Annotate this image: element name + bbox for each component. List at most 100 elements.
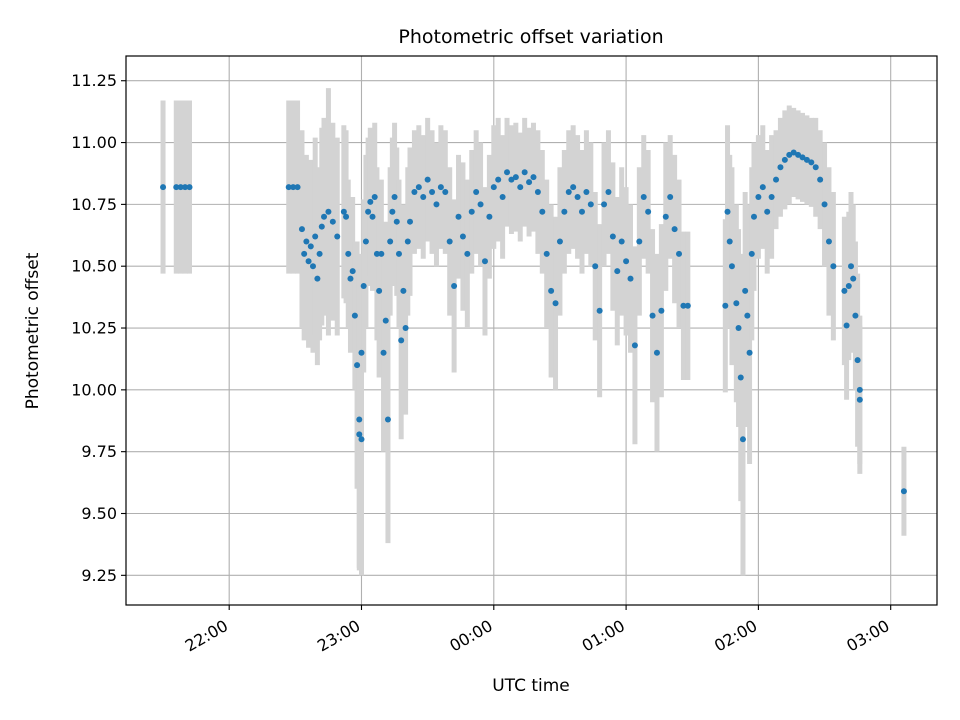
x-axis-label: UTC time — [492, 676, 570, 696]
data-point — [830, 263, 836, 269]
data-point — [365, 209, 371, 215]
data-point — [636, 238, 642, 244]
data-point — [813, 164, 819, 170]
data-point — [387, 238, 393, 244]
data-point — [553, 300, 559, 306]
data-point — [400, 288, 406, 294]
data-point — [464, 251, 470, 257]
figure-background — [0, 0, 960, 720]
data-point — [398, 337, 404, 343]
data-point — [517, 184, 523, 190]
data-point — [901, 488, 907, 494]
data-point — [548, 288, 554, 294]
data-point — [570, 184, 576, 190]
data-point — [751, 214, 757, 220]
data-point — [667, 194, 673, 200]
data-point — [561, 209, 567, 215]
data-point — [392, 194, 398, 200]
y-tick-label: 10.25 — [71, 319, 117, 338]
data-point — [610, 234, 616, 240]
data-point — [491, 184, 497, 190]
data-point — [500, 194, 506, 200]
y-tick-label: 10.75 — [71, 195, 117, 214]
data-point — [442, 189, 448, 195]
data-point — [597, 308, 603, 314]
data-point — [530, 174, 536, 180]
data-point — [614, 268, 620, 274]
data-point — [672, 226, 678, 232]
data-point — [817, 177, 823, 183]
data-point — [358, 350, 364, 356]
data-point — [317, 251, 323, 257]
data-point — [844, 323, 850, 329]
y-tick-label: 9.50 — [81, 504, 117, 523]
data-point — [312, 234, 318, 240]
data-point — [513, 174, 519, 180]
data-point — [306, 258, 312, 264]
data-point — [308, 243, 314, 249]
y-tick-label: 11.25 — [71, 71, 117, 90]
data-point — [385, 417, 391, 423]
data-point — [632, 342, 638, 348]
data-point — [429, 189, 435, 195]
data-point — [314, 276, 320, 282]
data-point — [416, 184, 422, 190]
data-point — [566, 189, 572, 195]
data-point — [685, 303, 691, 309]
data-point — [447, 238, 453, 244]
data-point — [846, 283, 852, 289]
data-point — [478, 201, 484, 207]
data-point — [420, 194, 426, 200]
data-point — [425, 177, 431, 183]
data-point — [486, 214, 492, 220]
data-point — [645, 209, 651, 215]
data-point — [658, 308, 664, 314]
data-point — [544, 251, 550, 257]
data-point — [583, 189, 589, 195]
data-point — [381, 350, 387, 356]
data-point — [482, 258, 488, 264]
data-point — [451, 283, 457, 289]
data-point — [405, 238, 411, 244]
data-point — [299, 226, 305, 232]
data-point — [319, 224, 325, 230]
data-point — [744, 313, 750, 319]
data-point — [736, 325, 742, 331]
y-tick-label: 9.75 — [81, 442, 117, 461]
data-point — [733, 300, 739, 306]
data-point — [407, 219, 413, 225]
data-point — [389, 209, 395, 215]
data-point — [325, 209, 331, 215]
y-tick-label: 9.25 — [81, 566, 117, 585]
data-point — [628, 276, 634, 282]
data-point — [469, 209, 475, 215]
data-point — [760, 184, 766, 190]
data-point — [747, 350, 753, 356]
data-point — [850, 276, 856, 282]
data-point — [742, 288, 748, 294]
data-point — [722, 303, 728, 309]
data-point — [592, 263, 598, 269]
data-point — [363, 238, 369, 244]
data-point — [495, 177, 501, 183]
data-point — [187, 184, 193, 190]
data-point — [855, 357, 861, 363]
data-point — [473, 189, 479, 195]
data-point — [343, 214, 349, 220]
data-point — [160, 184, 166, 190]
data-point — [605, 189, 611, 195]
chart-title: Photometric offset variation — [398, 26, 663, 48]
data-point — [619, 238, 625, 244]
y-tick-label: 11.00 — [71, 133, 117, 152]
data-point — [301, 251, 307, 257]
data-point — [367, 199, 373, 205]
data-point — [650, 313, 656, 319]
data-point — [378, 251, 384, 257]
data-point — [663, 214, 669, 220]
data-point — [539, 209, 545, 215]
data-point — [352, 313, 358, 319]
data-point — [403, 325, 409, 331]
data-point — [350, 268, 356, 274]
data-point — [356, 417, 362, 423]
data-point — [557, 238, 563, 244]
